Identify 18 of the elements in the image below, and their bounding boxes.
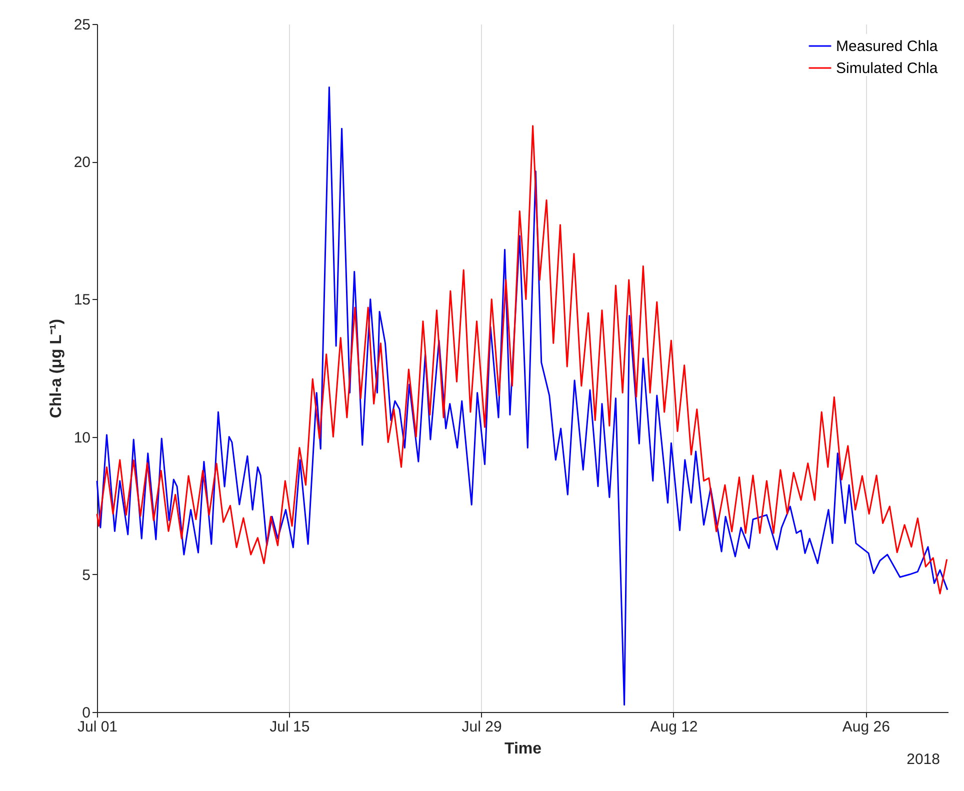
x-tick-label: Aug 12 xyxy=(650,718,698,736)
y-tick-label: 0 xyxy=(82,704,90,722)
y-tick-label: 25 xyxy=(74,16,90,34)
legend-label: Measured Chla xyxy=(836,38,938,55)
y-axis-title: Chl-a (μg L⁻¹) xyxy=(48,318,65,418)
line-series xyxy=(96,86,948,706)
line-series xyxy=(96,125,948,594)
x-tick-label: Aug 26 xyxy=(842,718,890,736)
x-tick-label: Jul 01 xyxy=(77,718,118,736)
y-tick-label: 20 xyxy=(74,154,90,172)
legend-label: Simulated Chla xyxy=(836,60,938,77)
y-tick-label: 15 xyxy=(74,292,90,309)
text: 2018 xyxy=(906,751,940,768)
y-tick-label: 10 xyxy=(74,429,90,446)
x-axis-title: Time xyxy=(504,740,542,758)
x-tick-label: Jul 29 xyxy=(462,718,502,736)
x-tick-label: Jul 15 xyxy=(270,718,310,736)
y-tick-label: 5 xyxy=(82,566,90,584)
